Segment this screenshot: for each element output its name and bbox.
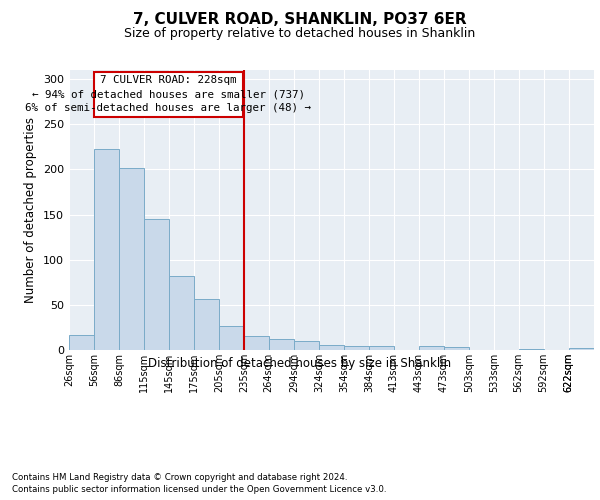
Text: 7 CULVER ROAD: 228sqm: 7 CULVER ROAD: 228sqm	[100, 75, 236, 85]
Bar	[569, 348, 594, 350]
Bar	[244, 336, 269, 350]
Bar	[344, 346, 369, 350]
Text: 7, CULVER ROAD, SHANKLIN, PO37 6ER: 7, CULVER ROAD, SHANKLIN, PO37 6ER	[133, 12, 467, 28]
Text: Distribution of detached houses by size in Shanklin: Distribution of detached houses by size …	[148, 358, 452, 370]
Bar	[94, 150, 119, 350]
Bar	[194, 298, 219, 350]
Text: 6% of semi-detached houses are larger (48) →: 6% of semi-detached houses are larger (4…	[25, 103, 311, 113]
Bar	[143, 219, 169, 350]
Text: Contains public sector information licensed under the Open Government Licence v3: Contains public sector information licen…	[12, 485, 386, 494]
Bar	[294, 341, 319, 350]
Bar	[444, 348, 469, 350]
Y-axis label: Number of detached properties: Number of detached properties	[25, 117, 37, 303]
Bar	[319, 344, 344, 350]
Bar	[94, 72, 242, 117]
Bar	[119, 168, 143, 350]
Text: Size of property relative to detached houses in Shanklin: Size of property relative to detached ho…	[124, 28, 476, 40]
Bar	[69, 334, 94, 350]
Bar	[419, 346, 444, 350]
Text: ← 94% of detached houses are smaller (737): ← 94% of detached houses are smaller (73…	[32, 90, 305, 100]
Bar	[269, 339, 294, 350]
Bar	[219, 326, 244, 350]
Text: Contains HM Land Registry data © Crown copyright and database right 2024.: Contains HM Land Registry data © Crown c…	[12, 472, 347, 482]
Bar	[369, 346, 394, 350]
Bar	[518, 349, 544, 350]
Bar	[169, 276, 194, 350]
